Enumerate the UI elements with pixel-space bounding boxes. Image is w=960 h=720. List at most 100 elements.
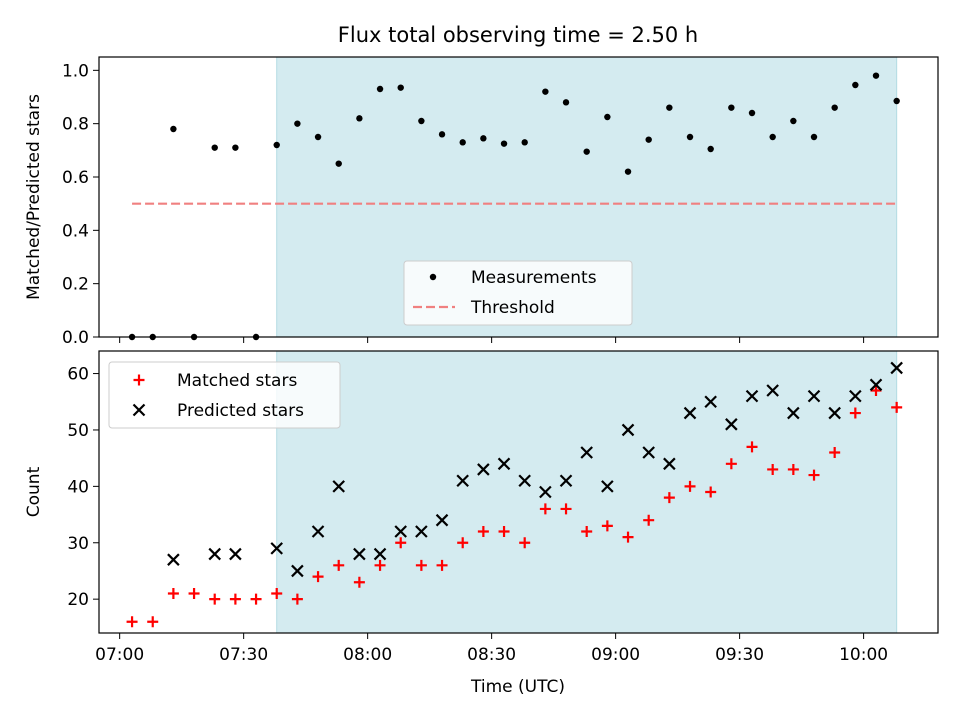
bottom-legend: Matched stars Predicted stars <box>108 361 341 429</box>
y-tick-label: 30 <box>67 534 89 554</box>
matched-star-point <box>395 537 407 549</box>
matched-star-point <box>829 447 841 459</box>
matched-star-point <box>167 588 179 600</box>
matched-star-point <box>333 559 345 571</box>
measurement-point <box>645 136 652 143</box>
measurement-point <box>480 135 487 142</box>
plot-frame <box>98 350 939 634</box>
matched-star-point <box>498 525 510 537</box>
matched-star-point <box>787 463 799 475</box>
measurement-point <box>686 133 694 141</box>
matched-star-point <box>312 571 324 583</box>
predicted-star-point <box>353 547 366 561</box>
matched-star-point <box>684 480 696 492</box>
predicted-star-point <box>456 474 469 487</box>
legend-label: Matched stars <box>177 371 297 391</box>
x-tick-label: 08:00 <box>343 645 392 665</box>
measurement-point <box>583 148 590 155</box>
matched-star-point <box>477 525 489 537</box>
predicted-star-point <box>621 423 635 437</box>
matched-star-point <box>808 469 820 481</box>
x-tick-label: 08:30 <box>467 645 516 665</box>
measurement-point <box>893 97 900 105</box>
predicted-star-point <box>291 564 304 578</box>
matched-star-point <box>250 593 262 605</box>
predicted-star-point <box>311 525 325 538</box>
matched-star-point <box>436 559 448 571</box>
measurement-point <box>810 133 818 141</box>
predicted-star-point <box>415 525 428 538</box>
predicted-star-point <box>373 547 387 561</box>
measurement-point <box>872 72 880 79</box>
matched-star-point <box>725 458 737 470</box>
matched-star-point <box>891 401 903 413</box>
matched-star-point <box>415 559 427 571</box>
predicted-star-point <box>704 395 717 409</box>
measurement-point <box>831 104 838 111</box>
predicted-star-point <box>518 474 531 487</box>
x-tick-label: 10:00 <box>839 645 888 665</box>
predicted-star-point <box>435 513 449 527</box>
predicted-star-point <box>663 457 676 471</box>
y-tick-label: 40 <box>67 477 89 497</box>
matched-star-point <box>188 588 200 600</box>
matched-star-point <box>601 520 613 532</box>
matched-star-point <box>622 531 634 543</box>
matched-star-point <box>849 407 861 419</box>
measurement-point <box>211 144 218 151</box>
predicted-star-point <box>208 547 222 561</box>
measurement-point <box>728 104 735 111</box>
x-tick-label: 09:30 <box>715 645 764 665</box>
measurement-point <box>376 85 384 93</box>
matched-star-point <box>209 593 221 605</box>
x-tick-label: 07:00 <box>95 645 144 665</box>
y-tick-label: 20 <box>67 590 89 610</box>
predicted-star-point <box>559 474 573 487</box>
predicted-star-point <box>745 389 759 403</box>
measurement-point <box>852 81 859 89</box>
measurement-point <box>294 120 301 127</box>
observing-window-shade <box>276 351 897 633</box>
predicted-star-point <box>497 457 511 471</box>
predicted-star-point <box>725 418 738 431</box>
matched-star-point <box>374 559 386 571</box>
legend-box <box>108 361 341 429</box>
measurement-point <box>542 88 549 95</box>
matched-star-point <box>560 503 572 515</box>
measurement-point <box>397 84 404 91</box>
measurement-point <box>438 131 446 138</box>
measurement-point <box>500 140 508 147</box>
predicted-star-point <box>394 525 407 538</box>
legend-label: Predicted stars <box>177 401 304 421</box>
predicted-star-point <box>766 384 779 397</box>
matched-star-point <box>271 588 283 600</box>
top-legend: Measurements Threshold <box>403 260 633 326</box>
y-tick-label: 0.6 <box>62 168 89 188</box>
y-tick-label: 50 <box>67 421 89 441</box>
matched-star-point <box>147 616 159 628</box>
predicted-star-point <box>167 553 180 566</box>
matched-star-point <box>705 486 717 498</box>
matched-star-point <box>126 616 138 628</box>
measurement-point <box>769 133 776 141</box>
y-tick-label: 0.2 <box>62 275 89 295</box>
predicted-star-point <box>869 378 883 392</box>
measurement-point <box>232 144 239 151</box>
predicted-star-point <box>539 485 552 499</box>
x-tick-label: 07:30 <box>219 645 268 665</box>
predicted-star-point <box>580 446 593 459</box>
matched-star-point <box>519 537 531 549</box>
predicted-star-point <box>332 480 345 493</box>
measurement-point <box>356 115 363 122</box>
measurement-point <box>748 109 756 117</box>
measurement-point <box>707 145 714 153</box>
measurement-point <box>521 139 528 146</box>
measurement-point <box>624 168 632 175</box>
legend-box <box>403 260 633 326</box>
y-tick-label: 0.0 <box>62 328 89 348</box>
measurement-point <box>314 133 322 141</box>
measurement-point <box>790 117 797 125</box>
y-tick-label: 60 <box>67 365 89 385</box>
matched-star-point <box>870 384 882 396</box>
